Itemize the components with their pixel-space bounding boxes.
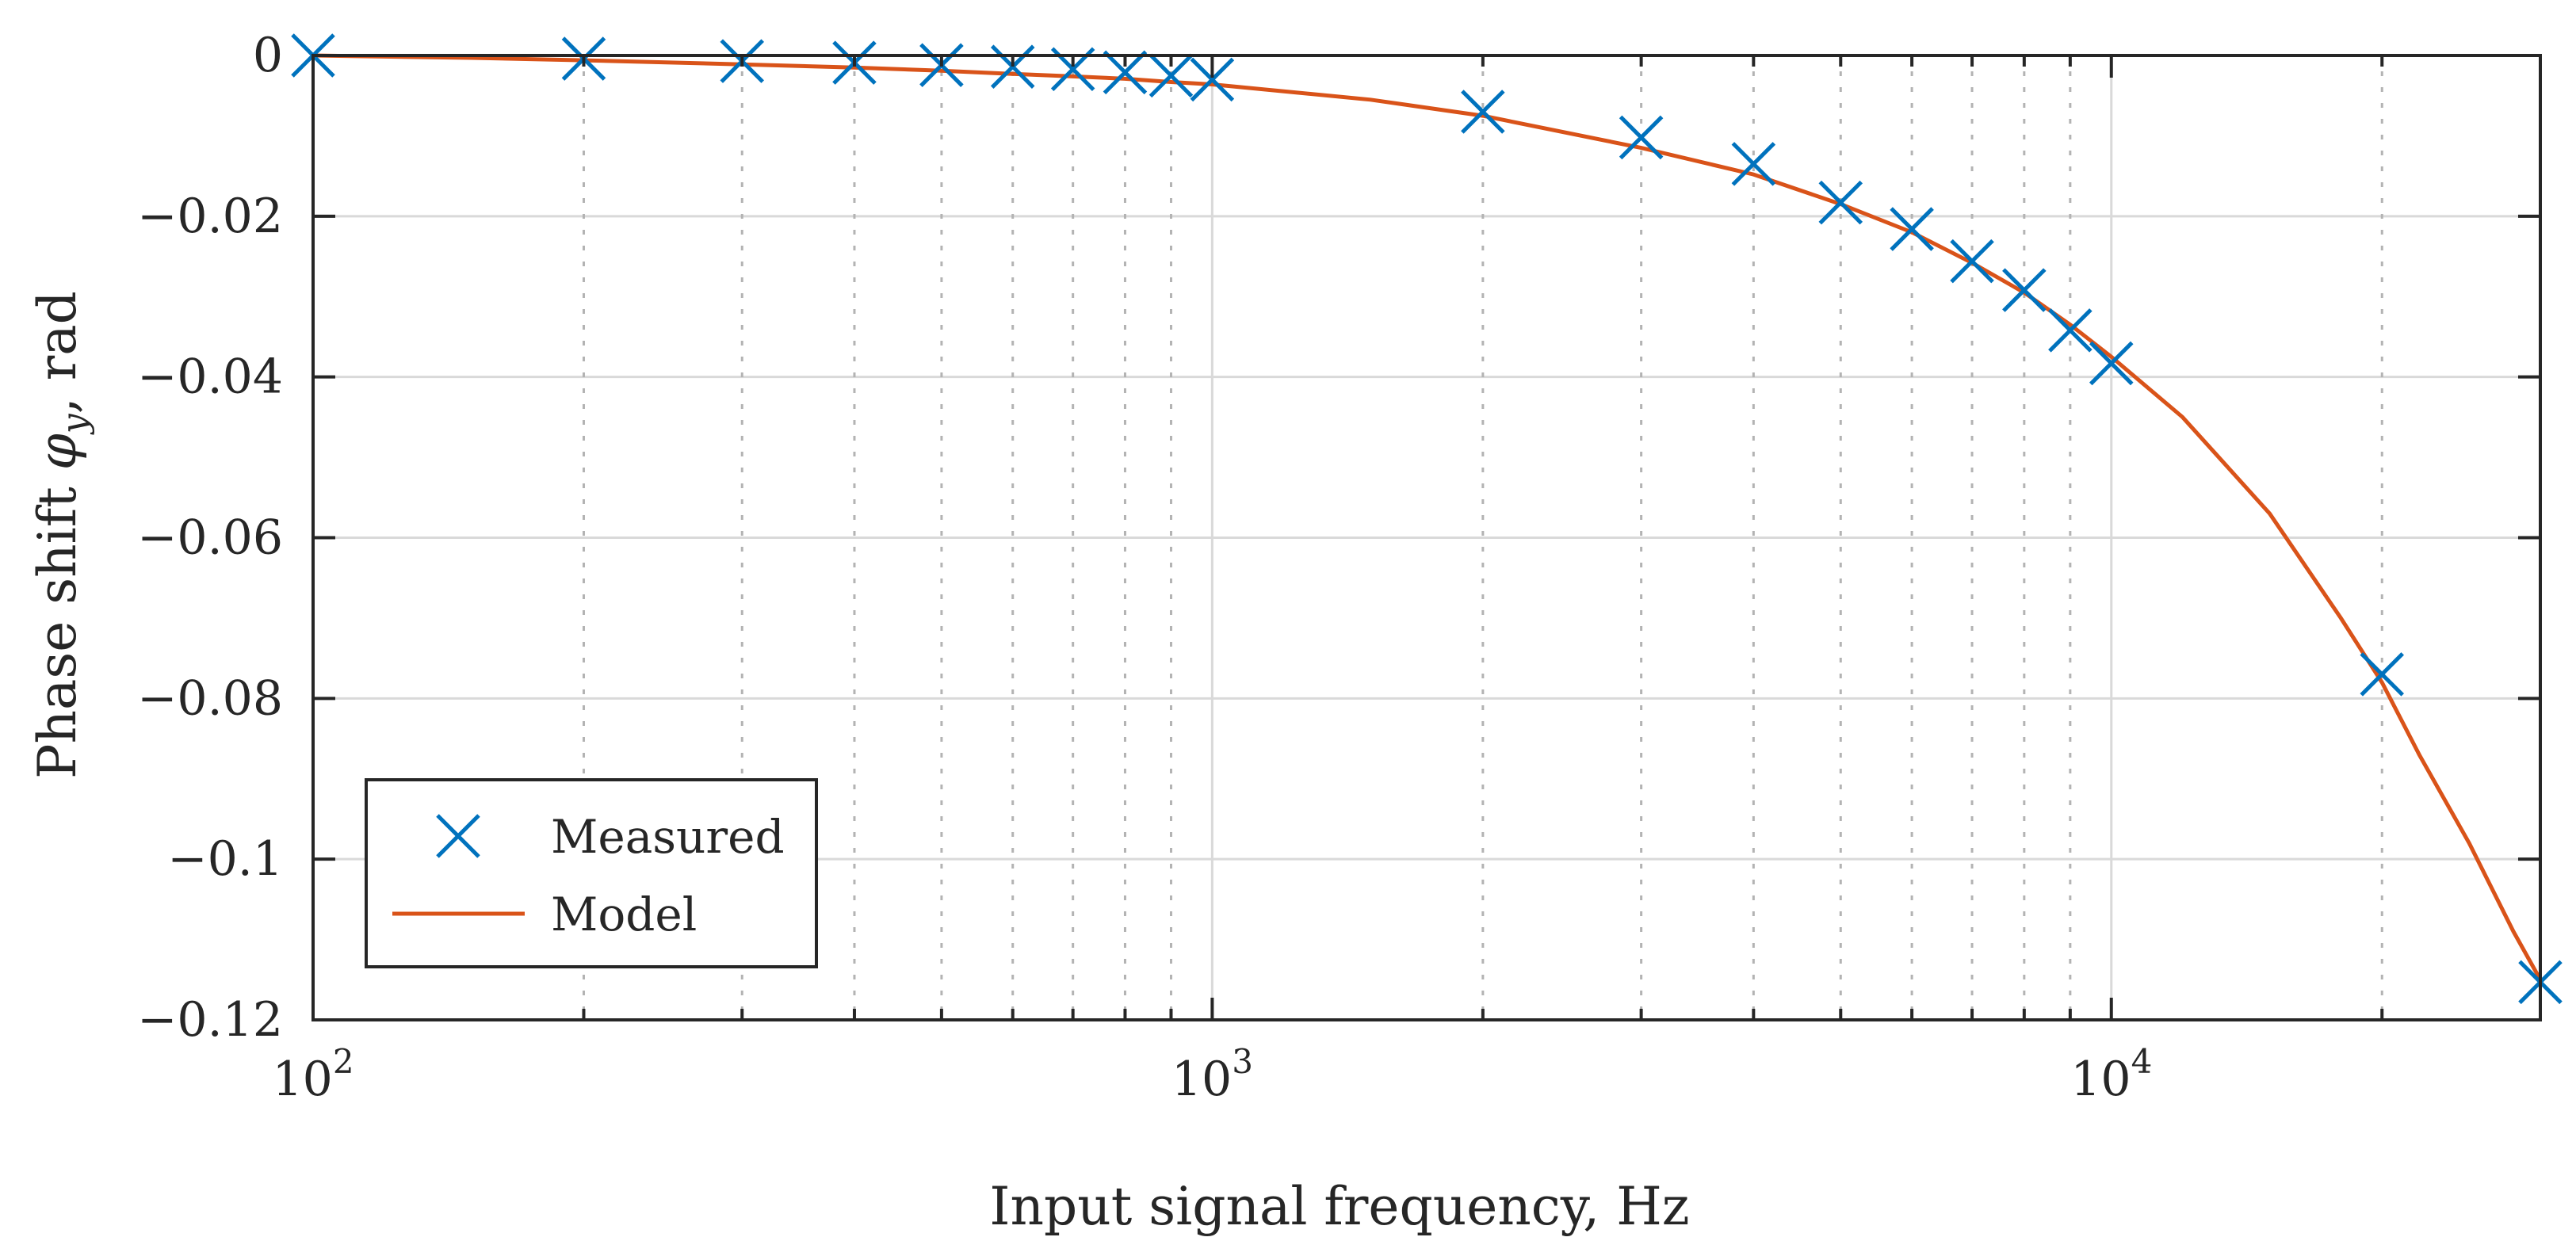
marker-stroke	[1731, 142, 1776, 186]
y-axis-title-subscript: y	[55, 413, 95, 435]
marker-stroke	[1619, 115, 1664, 160]
marker-stroke	[436, 814, 480, 858]
y-tick-label: −0.02	[137, 189, 283, 244]
marker-stroke	[2048, 308, 2093, 353]
measured-point	[990, 44, 1035, 89]
measured-point	[1950, 239, 1994, 284]
x-tick-label: 104	[2070, 1042, 2152, 1107]
y-tick-label: −0.1	[167, 831, 283, 887]
measured-point	[2360, 652, 2405, 697]
y-axis-title: Phase shift φy, rad	[27, 291, 95, 779]
marker-stroke	[1950, 239, 1994, 284]
x-axis-title: Input signal frequency, Hz	[989, 1176, 1689, 1237]
marker-stroke	[990, 44, 1035, 89]
x-tick-label-base: 10	[1171, 1052, 1232, 1107]
legend-label-model: Model	[551, 888, 697, 941]
x-tick-label-base: 10	[272, 1052, 332, 1107]
marker-stroke	[1890, 207, 1934, 251]
y-tick-label: 0	[253, 28, 283, 83]
measured-point	[1190, 57, 1235, 102]
y-tick-label: −0.08	[137, 670, 283, 726]
marker-stroke	[1818, 180, 1863, 225]
y-axis-title-prefix: Phase shift	[27, 470, 88, 779]
x-tick-label-base: 10	[2070, 1052, 2131, 1107]
legend: Measured Model	[365, 778, 818, 968]
marker-stroke	[1103, 50, 1148, 95]
x-tick-label-exponent: 4	[2131, 1042, 2153, 1081]
measured-point	[1818, 180, 1863, 225]
measured-point	[1148, 53, 1194, 98]
series-layer	[291, 33, 2563, 1005]
x-tick-label: 102	[272, 1042, 354, 1107]
x-tick-label-exponent: 3	[1232, 1042, 1253, 1081]
legend-label-measured: Measured	[551, 810, 785, 864]
measured-point	[1461, 90, 1505, 134]
measured-point	[2002, 268, 2047, 312]
marker-stroke	[2089, 341, 2134, 386]
y-tick-label: −0.12	[137, 992, 283, 1048]
marker-stroke	[2002, 268, 2047, 312]
marker-stroke	[1461, 90, 1505, 134]
measured-point	[2089, 341, 2134, 386]
x-tick-label: 103	[1171, 1042, 1253, 1107]
tick-layer	[311, 54, 2540, 1021]
measured-point	[2048, 308, 2093, 353]
measured-point	[1890, 207, 1934, 251]
measured-point	[1619, 115, 1664, 160]
legend-x-marker	[436, 814, 480, 858]
legend-box	[365, 778, 818, 968]
model-series-line	[312, 53, 2543, 981]
y-axis-title-suffix: , rad	[27, 291, 88, 414]
measured-point	[1731, 142, 1776, 186]
y-tick-label: −0.06	[137, 510, 283, 566]
legend-measured-marker	[436, 814, 480, 858]
marker-stroke	[2360, 652, 2405, 697]
y-tick-label: −0.04	[137, 349, 283, 405]
marker-stroke	[1190, 57, 1235, 102]
measured-point	[1103, 50, 1148, 95]
marker-stroke	[1148, 53, 1194, 98]
y-axis-title-symbol: φ	[27, 433, 88, 470]
x-tick-label-exponent: 2	[333, 1042, 354, 1081]
